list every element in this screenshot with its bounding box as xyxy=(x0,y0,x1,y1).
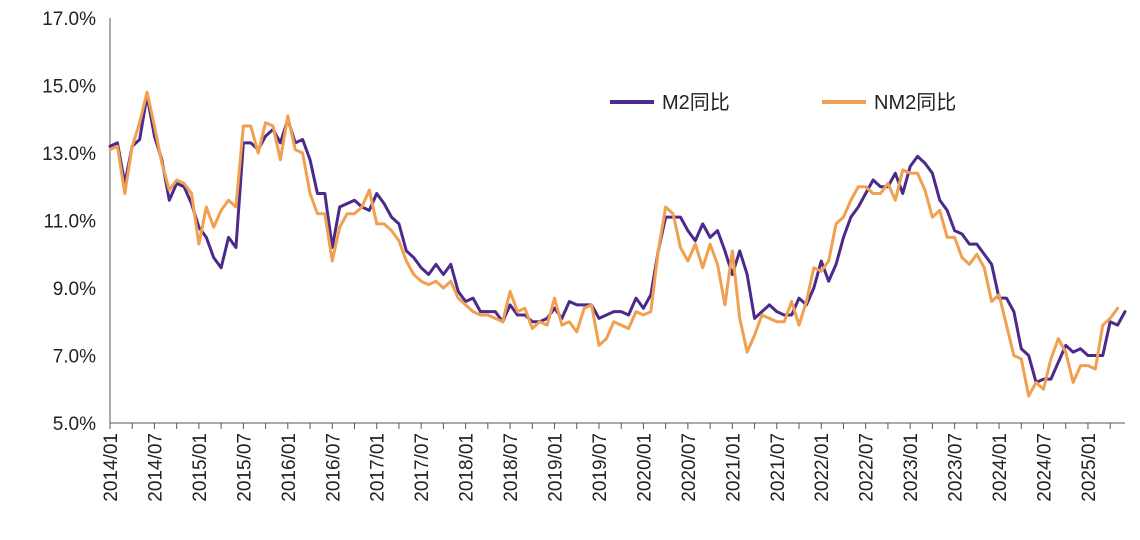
x-tick-label: 2021/01 xyxy=(723,433,744,502)
y-tick-label: 5.0% xyxy=(53,414,96,435)
y-tick-label: 9.0% xyxy=(53,279,96,300)
x-tick-label: 2023/01 xyxy=(901,433,922,502)
legend-item-nm2: NM2同比 xyxy=(822,91,956,114)
y-tick-label: 11.0% xyxy=(44,212,97,233)
legend: M2同比 NM2同比 xyxy=(610,91,956,114)
x-tick-label: 2023/07 xyxy=(946,433,967,502)
x-tick-label: 2022/07 xyxy=(857,433,878,502)
x-tick-label: 2015/07 xyxy=(234,433,255,502)
legend-item-m2: M2同比 xyxy=(610,91,730,114)
y-tick-label: 15.0% xyxy=(42,77,96,98)
x-tick-label: 2024/01 xyxy=(990,433,1011,502)
x-tick-label: 2022/01 xyxy=(812,433,833,502)
y-axis: 5.0% 7.0% 9.0% 11.0% 13.0% 15.0% 17.0% xyxy=(42,9,111,435)
x-tick-label: 2020/07 xyxy=(679,433,700,502)
x-tick-label: 2019/07 xyxy=(590,433,611,502)
x-tick-label: 2020/01 xyxy=(634,433,655,502)
x-tick-label: 2021/07 xyxy=(768,433,789,502)
legend-label-nm2: NM2同比 xyxy=(874,91,956,114)
x-tick-label: 2016/01 xyxy=(279,433,300,502)
x-tick-label: 2018/07 xyxy=(501,433,522,502)
x-tick-label: 2015/01 xyxy=(190,433,211,502)
x-tick-label: 2016/07 xyxy=(323,433,344,502)
x-tick-label: 2014/07 xyxy=(145,433,166,502)
y-tick-label: 7.0% xyxy=(53,347,96,368)
legend-label-m2: M2同比 xyxy=(662,91,730,114)
x-tick-label: 2019/01 xyxy=(546,433,567,502)
x-tick-label: 2018/01 xyxy=(457,433,478,502)
x-tick-label: 2017/01 xyxy=(368,433,389,502)
y-tick-label: 13.0% xyxy=(42,144,96,165)
x-tick-label: 2025/01 xyxy=(1079,433,1100,502)
x-axis: 2014/01 2014/07 2015/01 2015/07 2016/01 2016/… xyxy=(101,422,1125,502)
x-tick-label: 2017/07 xyxy=(412,433,433,502)
x-tick-label: 2014/01 xyxy=(101,433,122,502)
y-tick-label: 17.0% xyxy=(42,9,96,30)
series-layer xyxy=(108,90,1127,398)
series-line-m2 xyxy=(108,94,1127,384)
series-line-nm2 xyxy=(108,90,1120,398)
x-tick-label: 2024/07 xyxy=(1035,433,1056,502)
